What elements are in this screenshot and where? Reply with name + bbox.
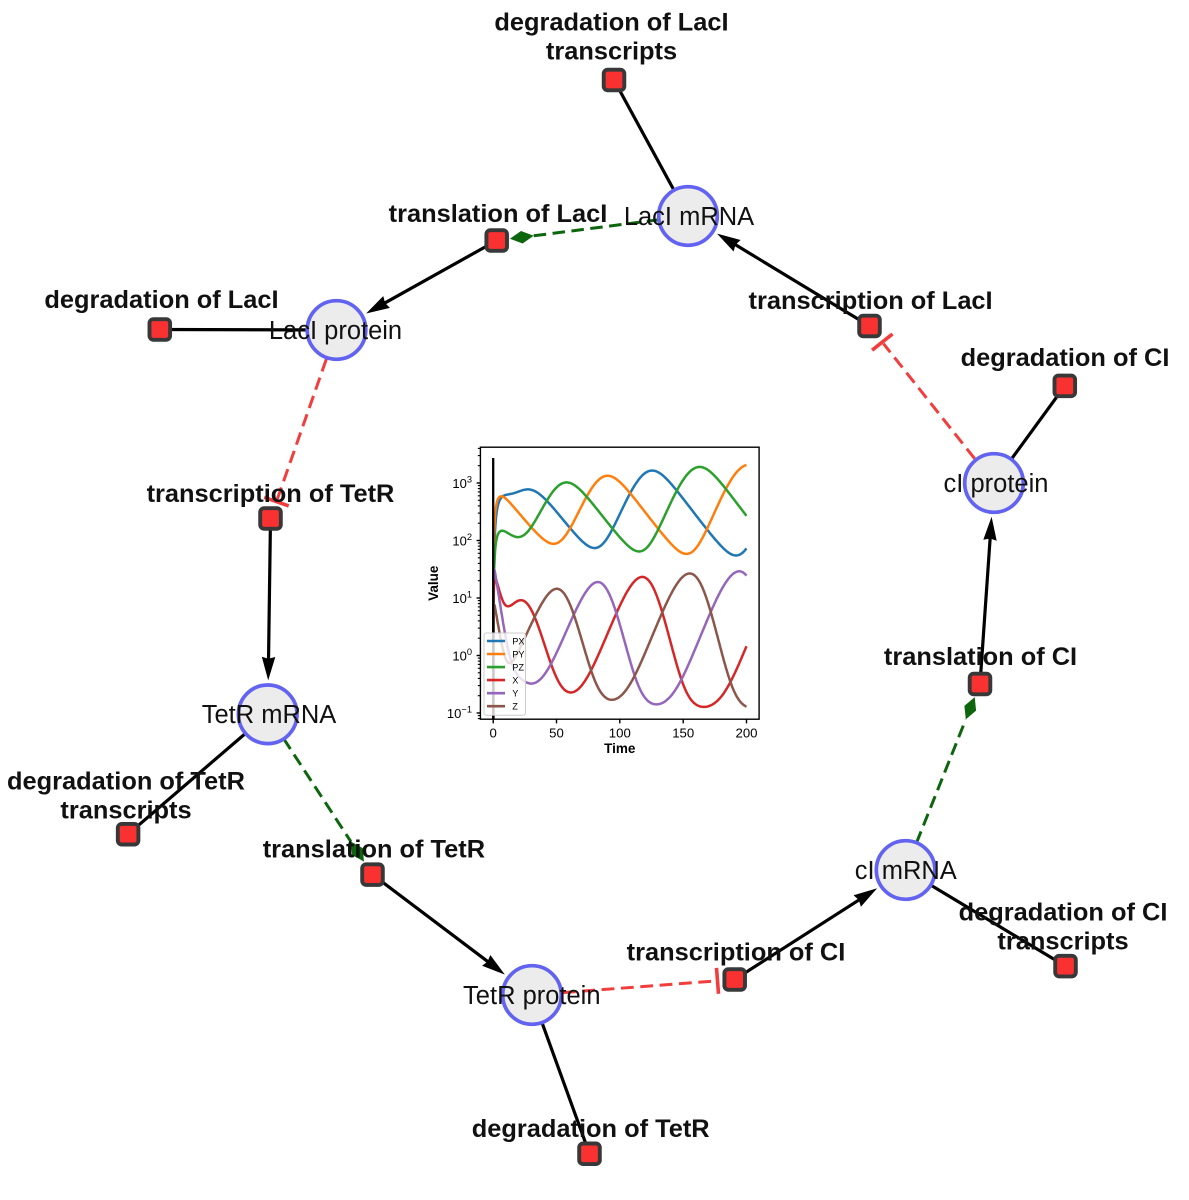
svg-text:X: X	[512, 675, 518, 685]
svg-text:50: 50	[549, 725, 564, 740]
svg-text:100: 100	[609, 725, 631, 740]
svg-text:200: 200	[735, 725, 757, 740]
svg-text:PX: PX	[512, 636, 524, 646]
svg-text:degradation of CI: degradation of CI	[961, 344, 1170, 372]
svg-text:degradation of TetR: degradation of TetR	[7, 768, 245, 796]
svg-text:transcription of TetR: transcription of TetR	[147, 480, 395, 508]
svg-text:Time: Time	[604, 741, 636, 756]
svg-text:LacI protein: LacI protein	[269, 317, 402, 345]
svg-text:transcripts: transcripts	[546, 38, 677, 66]
svg-text:150: 150	[672, 725, 694, 740]
svg-text:TetR mRNA: TetR mRNA	[202, 701, 337, 729]
svg-text:cI protein: cI protein	[944, 470, 1049, 498]
svg-text:translation of LacI: translation of LacI	[389, 200, 608, 228]
svg-text:degradation of LacI: degradation of LacI	[44, 286, 278, 314]
svg-text:TetR protein: TetR protein	[463, 982, 601, 1010]
svg-text:Z: Z	[512, 702, 518, 712]
svg-text:PZ: PZ	[512, 662, 524, 672]
svg-text:cI mRNA: cI mRNA	[855, 857, 957, 885]
svg-text:Value: Value	[426, 565, 441, 601]
svg-text:Y: Y	[512, 689, 518, 699]
svg-text:LacI mRNA: LacI mRNA	[624, 203, 754, 231]
svg-text:degradation of TetR: degradation of TetR	[472, 1115, 710, 1143]
svg-text:translation of CI: translation of CI	[884, 643, 1077, 671]
svg-text:degradation of CI: degradation of CI	[959, 899, 1168, 927]
svg-text:transcription of LacI: transcription of LacI	[749, 287, 993, 315]
svg-text:translation of TetR: translation of TetR	[263, 836, 485, 864]
svg-text:transcripts: transcripts	[60, 797, 191, 825]
svg-text:transcripts: transcripts	[997, 928, 1128, 956]
svg-text:transcription of CI: transcription of CI	[627, 939, 846, 967]
svg-text:PY: PY	[512, 649, 524, 659]
svg-text:0: 0	[490, 725, 497, 740]
svg-text:degradation of LacI: degradation of LacI	[494, 9, 728, 37]
